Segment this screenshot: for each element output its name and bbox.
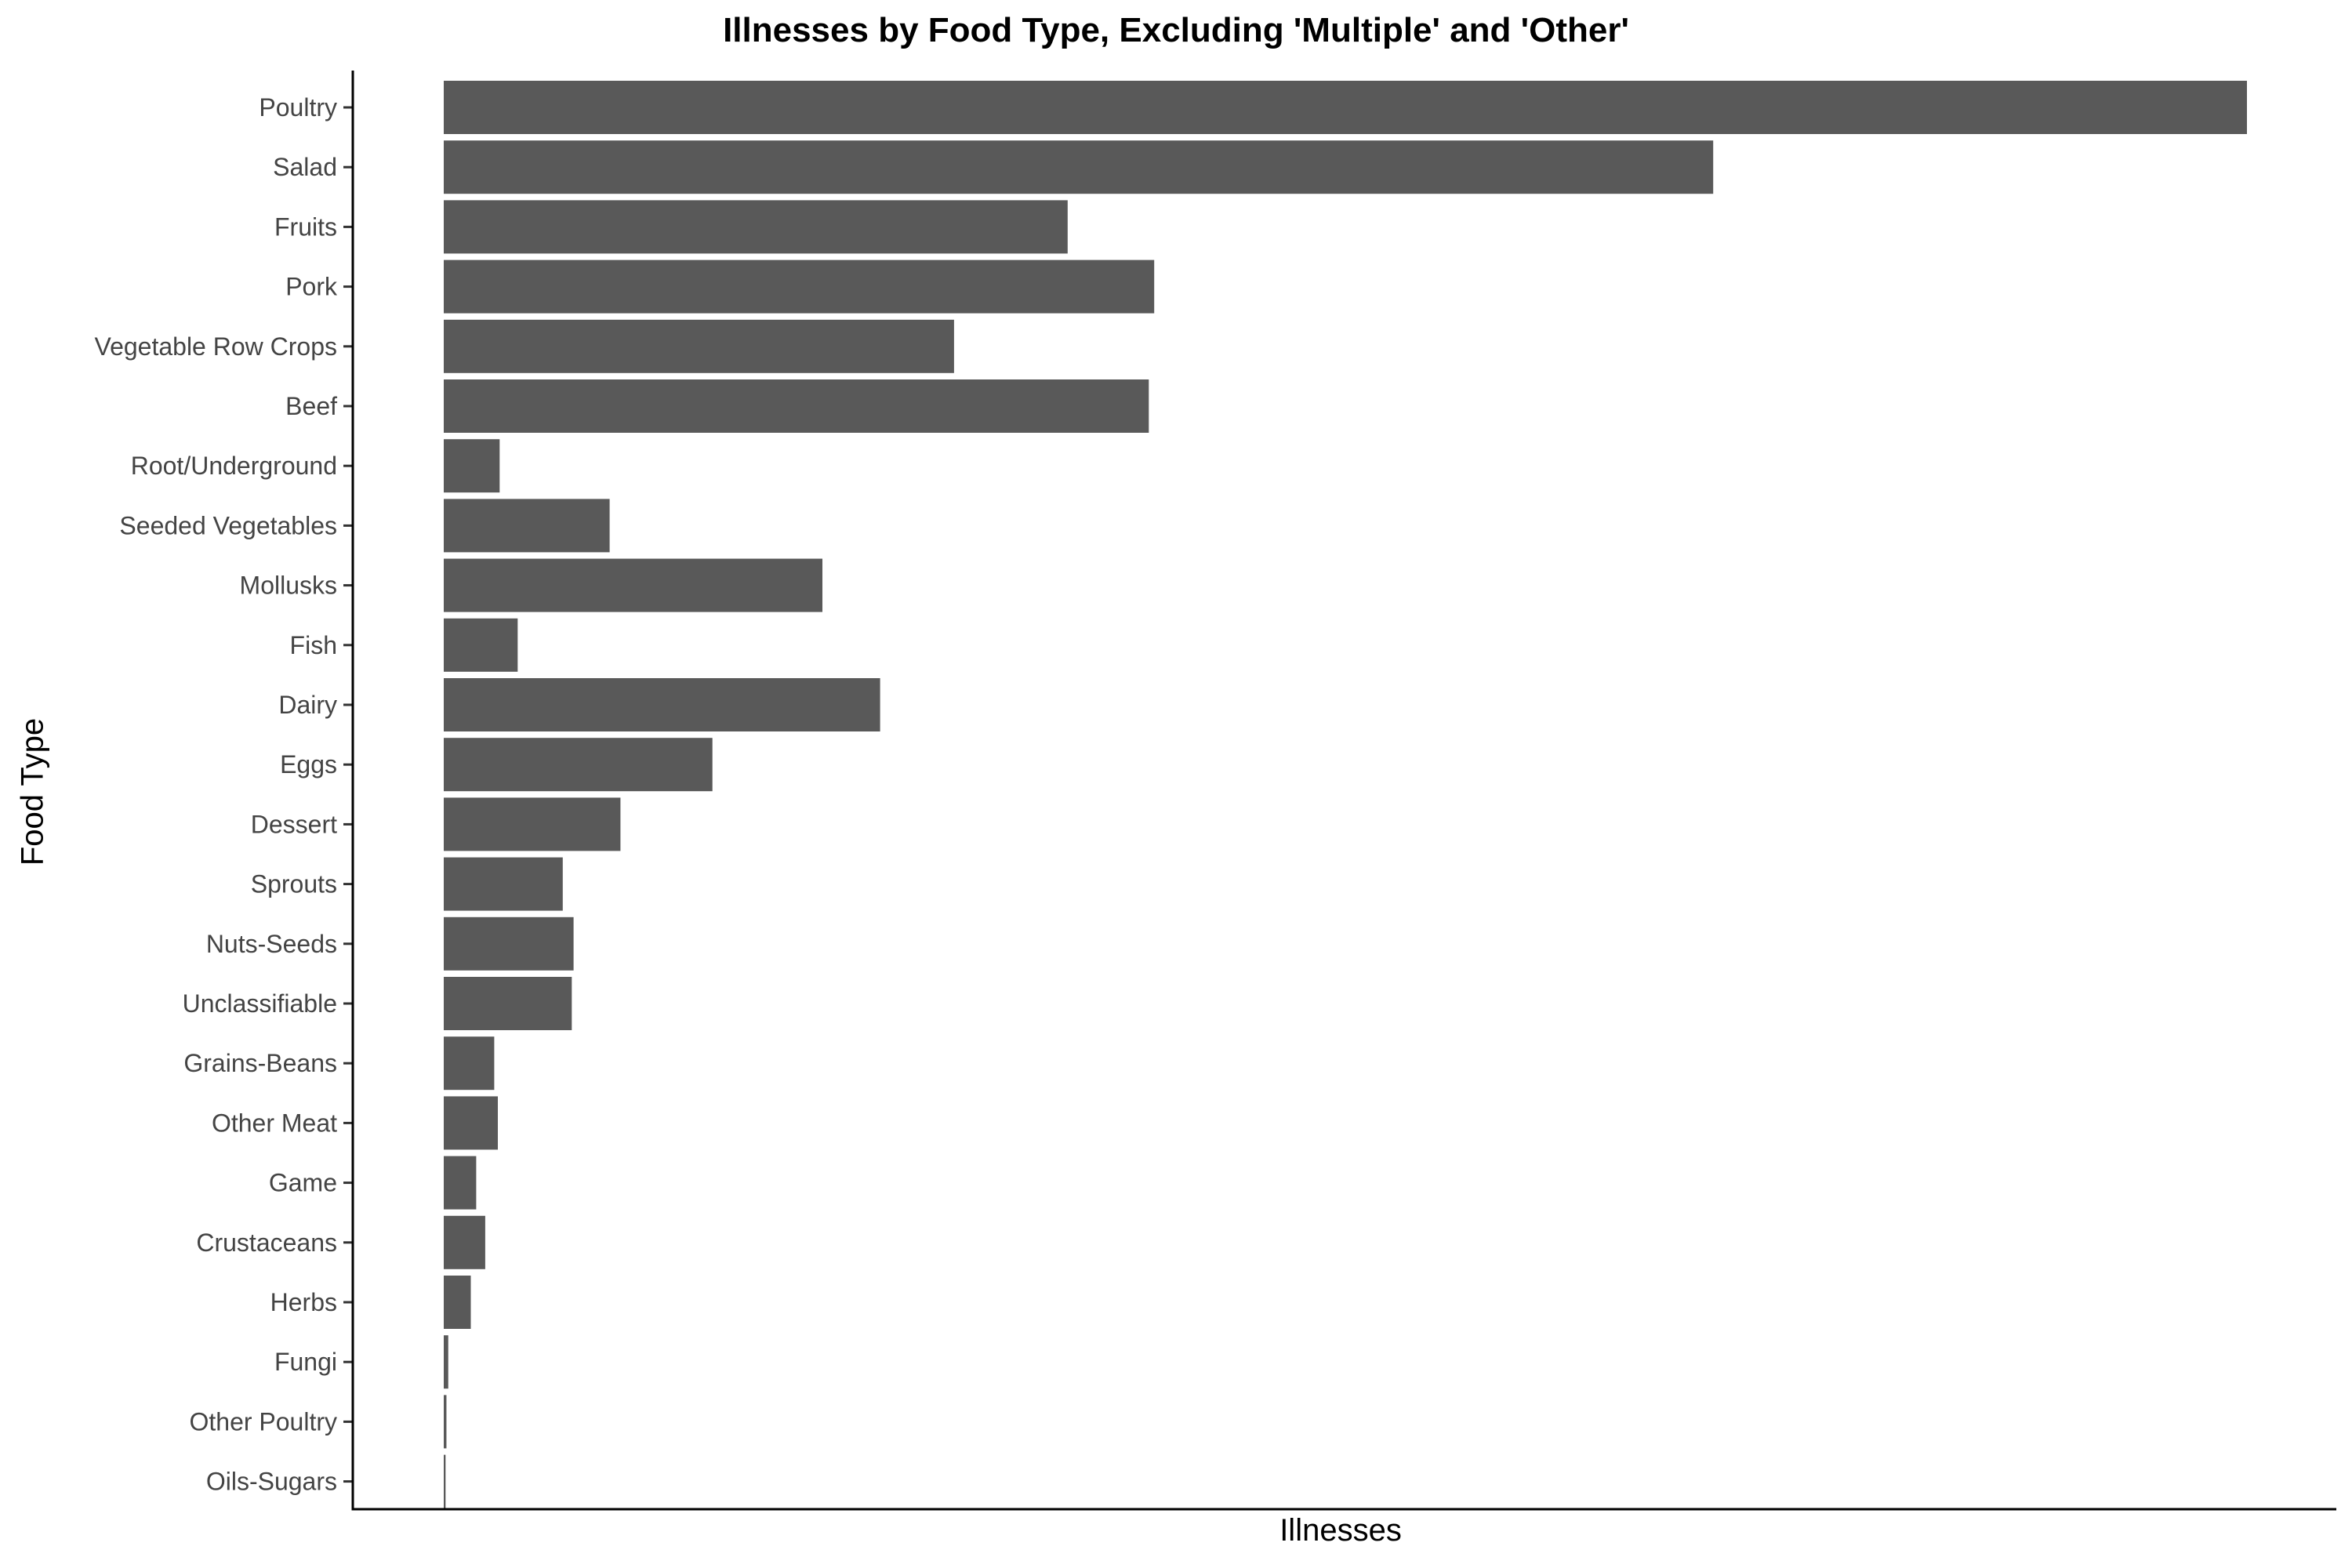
y-tick-label-3: Pork [285,273,338,301]
bar-10 [444,678,880,731]
bar-22 [444,1395,447,1449]
bar-11 [444,738,713,792]
y-tick-label-14: Nuts-Seeds [206,930,337,958]
bar-23 [444,1454,446,1508]
y-tick-label-22: Other Poultry [189,1407,337,1436]
bar-19 [444,1215,485,1269]
y-tick-label-13: Sprouts [251,870,337,898]
bar-6 [444,439,500,493]
bar-2 [444,200,1068,254]
bar-20 [444,1276,471,1329]
bar-13 [444,857,563,911]
y-tick-label-17: Other Meat [212,1109,337,1137]
bar-17 [444,1096,498,1150]
bar-0 [444,81,2247,134]
y-tick-label-2: Fruits [274,212,337,241]
bar-3 [444,260,1155,314]
y-tick-label-6: Root/Underground [131,452,337,480]
chart-title: Illnesses by Food Type, Excluding 'Multi… [723,11,1629,49]
y-tick-label-1: Salad [273,153,337,181]
y-tick-label-19: Crustaceans [196,1229,337,1257]
bar-9 [444,618,518,672]
bar-16 [444,1036,495,1091]
y-tick-label-0: Poultry [259,93,337,122]
y-tick-label-4: Vegetable Row Crops [94,332,337,361]
y-tick-label-7: Seeded Vegetables [119,511,337,539]
y-tick-label-5: Beef [285,392,337,420]
y-tick-label-9: Fish [290,631,337,659]
y-tick-label-20: Herbs [270,1288,337,1316]
y-tick-label-23: Oils-Sugars [206,1468,337,1496]
y-tick-label-10: Dairy [278,691,337,719]
y-tick-label-15: Unclassifiable [183,989,337,1018]
y-tick-label-12: Dessert [251,810,337,838]
bar-14 [444,916,574,971]
y-tick-label-8: Mollusks [240,572,337,600]
y-tick-label-11: Eggs [280,750,337,779]
bar-21 [444,1335,448,1389]
bar-1 [444,140,1714,194]
y-tick-label-21: Fungi [274,1348,337,1376]
x-axis-label: Illnesses [1279,1513,1402,1548]
bar-12 [444,797,621,851]
y-tick-label-16: Grains-Beans [183,1049,337,1077]
bar-7 [444,499,610,553]
bar-8 [444,558,822,612]
bar-15 [444,977,572,1030]
bar-4 [444,319,954,373]
bar-18 [444,1156,477,1210]
y-tick-label-18: Game [269,1169,337,1197]
bar-5 [444,379,1149,433]
